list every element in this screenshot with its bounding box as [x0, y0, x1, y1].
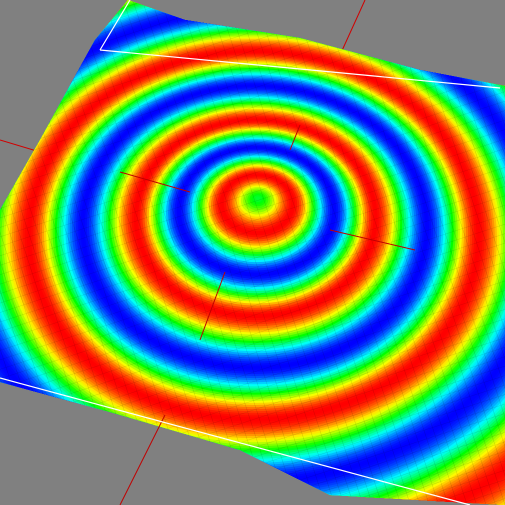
axis-line [199, 271, 226, 341]
axis-line [329, 229, 416, 251]
axis-line [119, 171, 191, 193]
axis-line [119, 414, 166, 505]
box-edge [99, 49, 501, 89]
axes [119, 124, 416, 505]
axis-line [289, 124, 301, 151]
axis-line [339, 0, 366, 56]
box-edge [0, 377, 471, 505]
box-edge [99, 0, 131, 51]
